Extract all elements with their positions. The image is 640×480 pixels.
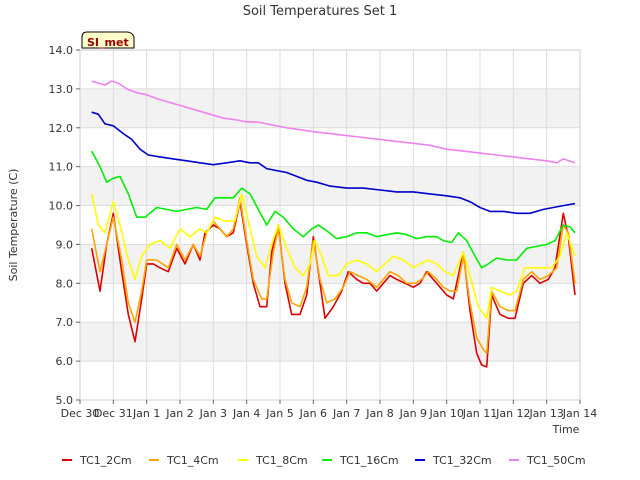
x-tick-label: Jan 4 bbox=[232, 407, 260, 420]
y-axis-label: Soil Temperature (C) bbox=[7, 169, 20, 282]
legend-label: TC1_32Cm bbox=[432, 454, 492, 467]
x-axis-label: Time bbox=[552, 423, 580, 436]
y-tick-label: 7.0 bbox=[56, 316, 74, 329]
legend-label: TC1_8Cm bbox=[255, 454, 308, 467]
y-tick-label: 14.0 bbox=[49, 44, 74, 57]
chart-title: Soil Temperatures Set 1 bbox=[243, 4, 398, 19]
x-tick-label: Jan 1 bbox=[132, 407, 160, 420]
y-tick-label: 5.0 bbox=[56, 394, 74, 407]
plot-band bbox=[80, 50, 580, 89]
x-tick-label: Dec 30 bbox=[61, 407, 100, 420]
plot-band bbox=[80, 361, 580, 400]
x-tick-label: Jan 11 bbox=[462, 407, 497, 420]
legend-label: TC1_2Cm bbox=[79, 454, 132, 467]
plot-frame bbox=[79, 49, 581, 401]
x-tick-label: Jan 9 bbox=[399, 407, 427, 420]
x-tick-label: Dec 31 bbox=[94, 407, 133, 420]
x-tick-label: Jan 3 bbox=[199, 407, 227, 420]
series-line-TC1_50Cm bbox=[91, 80, 576, 164]
series-layer bbox=[90, 80, 576, 368]
y-tick-label: 8.0 bbox=[56, 277, 74, 290]
x-tick-label: Jan 12 bbox=[495, 407, 530, 420]
x-tick-label: Jan 7 bbox=[332, 407, 360, 420]
x-tick-label: Jan 6 bbox=[299, 407, 327, 420]
y-tick-label: 6.0 bbox=[56, 355, 74, 368]
x-tick-label: Jan 10 bbox=[428, 407, 463, 420]
y-tick-label: 13.0 bbox=[49, 83, 74, 96]
x-tick-label: Jan 8 bbox=[365, 407, 393, 420]
x-tick-label: Jan 5 bbox=[265, 407, 293, 420]
x-tick-label: Jan 2 bbox=[165, 407, 193, 420]
plot-band bbox=[80, 244, 580, 284]
legend: TC1_2Cm TC1_4Cm TC1_8Cm TC1_16Cm TC1_32Cm TC1… bbox=[62, 454, 586, 467]
series-line-TC1_8Cm bbox=[90, 193, 576, 320]
legend-label: TC1_4Cm bbox=[166, 454, 219, 467]
plot-background-bands bbox=[80, 50, 580, 400]
legend-label: TC1_16Cm bbox=[339, 454, 399, 467]
series-line-TC1_16Cm bbox=[90, 150, 576, 269]
y-axis-ticks: 5.0 6.0 7.0 8.0 9.0 10.0 11.0 12.0 13.0 14.0 bbox=[49, 44, 80, 407]
y-tick-label: 9.0 bbox=[56, 238, 74, 251]
y-tick-label: 12.0 bbox=[49, 122, 74, 135]
plot-band bbox=[80, 88, 580, 128]
x-tick-label: Jan 14 bbox=[562, 407, 597, 420]
station-badge: SI_met bbox=[81, 31, 135, 49]
station-badge-shape bbox=[81, 31, 135, 49]
y-tick-label: 10.0 bbox=[49, 200, 74, 213]
legend-label: TC1_50Cm bbox=[526, 454, 586, 467]
series-line-TC1_4Cm bbox=[90, 197, 576, 355]
station-badge-label: SI_met bbox=[87, 36, 129, 49]
plot-band bbox=[80, 322, 580, 362]
x-tick-label: Jan 13 bbox=[528, 407, 563, 420]
series-line-TC1_32Cm bbox=[91, 111, 576, 215]
y-tick-label: 11.0 bbox=[49, 161, 74, 174]
